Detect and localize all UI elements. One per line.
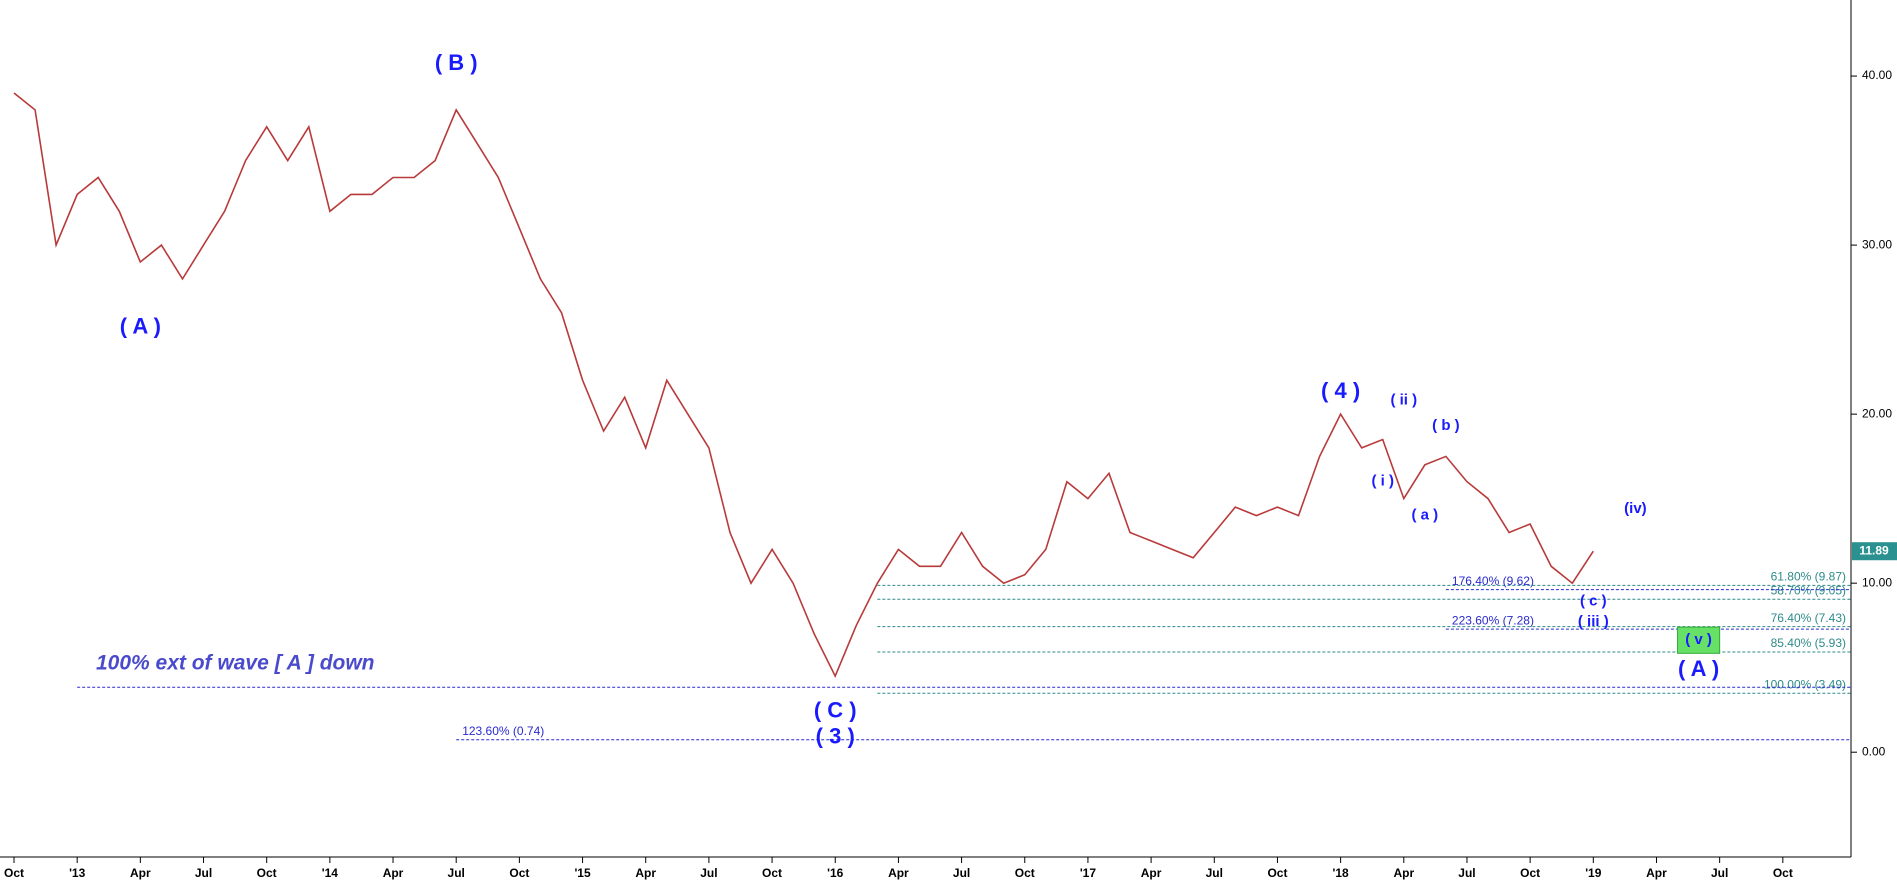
wave-label: ( A ) [120,314,161,339]
x-tick-label: '13 [69,866,86,880]
wave-label: ( b ) [1432,417,1460,434]
fib-label: 176.40% (9.62) [1452,574,1534,588]
x-tick-label: Jul [1458,866,1475,880]
y-tick-label: 40.00 [1862,68,1892,82]
x-tick-label: Apr [1393,866,1414,880]
x-tick-label: '14 [322,866,339,880]
x-tick-label: Jul [195,866,212,880]
target-label: ( v ) [1685,631,1712,648]
wave-label: ( A ) [1678,656,1719,681]
wave-label: ( iii ) [1578,613,1609,630]
x-tick-label: Oct [509,866,529,880]
fib-label: 223.60% (7.28) [1452,613,1534,627]
x-tick-label: Oct [1773,866,1793,880]
x-tick-label: Oct [1267,866,1287,880]
y-tick-label: 30.00 [1862,237,1892,251]
wave-label: ( C ) [814,697,857,722]
x-tick-label: '19 [1585,866,1602,880]
x-tick-label: Jul [1711,866,1728,880]
wave-label: ( 3 ) [816,724,855,749]
x-tick-label: '16 [827,866,844,880]
wave-label: ( c ) [1580,593,1607,610]
x-tick-label: Apr [130,866,151,880]
annotation: 100% ext of wave [ A ] down [96,652,375,675]
wave-label: ( i ) [1371,473,1394,490]
target-box [1677,626,1721,654]
wave-label: ( 4 ) [1321,378,1360,403]
x-tick-label: '15 [574,866,591,880]
x-tick-label: Oct [257,866,277,880]
fib-label: 76.40% (7.43) [1771,611,1846,625]
x-tick-label: Oct [1015,866,1035,880]
x-tick-label: '17 [1080,866,1097,880]
x-tick-label: Oct [762,866,782,880]
x-tick-label: '18 [1333,866,1350,880]
wave-label: ( a ) [1412,507,1439,524]
x-tick-label: Apr [1646,866,1667,880]
x-tick-label: Apr [635,866,656,880]
y-tick-label: 10.00 [1862,575,1892,589]
x-tick-label: Jul [1206,866,1223,880]
x-tick-label: Oct [4,866,24,880]
fib-label: 58.70% (9.05) [1771,583,1846,597]
y-tick-label: 0.00 [1862,744,1886,758]
fib-label: 100.00% (3.49) [1764,677,1846,691]
x-tick-label: Apr [383,866,404,880]
x-tick-label: Apr [1141,866,1162,880]
wave-label: (iv) [1624,500,1647,517]
x-tick-label: Apr [888,866,909,880]
wave-label: ( ii ) [1390,392,1417,409]
x-tick-label: Oct [1520,866,1540,880]
x-tick-label: Jul [700,866,717,880]
wave-label: ( B ) [435,50,478,75]
x-tick-label: Jul [953,866,970,880]
y-tick-label: 20.00 [1862,406,1892,420]
x-tick-label: Jul [448,866,465,880]
last-price-box [1852,542,1897,561]
price-line [13,92,1594,679]
fib-label: 85.40% (5.93) [1771,636,1846,650]
fib-label: 61.80% (9.87) [1771,570,1846,584]
fib-label: 123.60% (0.74) [462,724,544,738]
last-price-label: 11.89 [1859,543,1889,557]
